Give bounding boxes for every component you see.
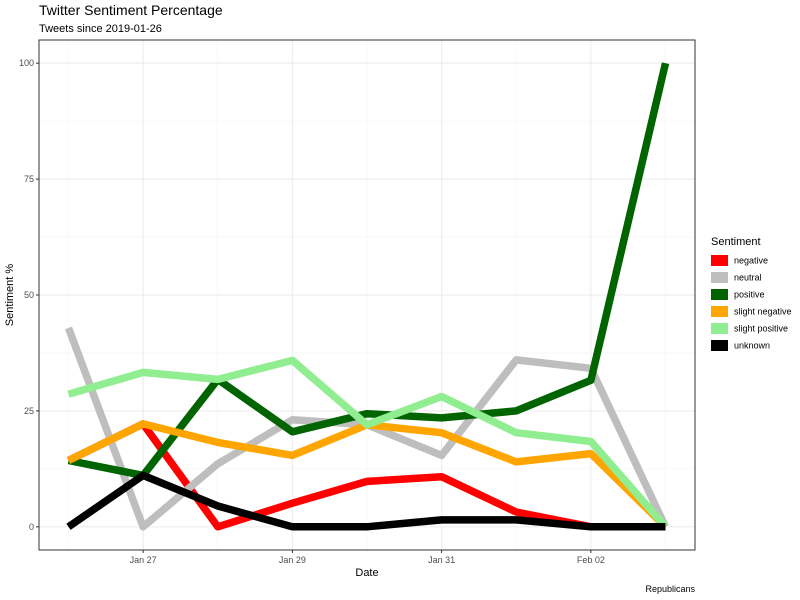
series-line-slight-positive bbox=[67, 356, 669, 530]
chart-caption: Republicans bbox=[645, 584, 695, 594]
legend-label-slight-positive: slight positive bbox=[734, 324, 788, 334]
x-tick-label: Feb 02 bbox=[577, 555, 605, 565]
series-lines bbox=[64, 62, 670, 531]
chart-subtitle: Tweets since 2019-01-26 bbox=[39, 23, 162, 35]
x-tick-label: Jan 27 bbox=[130, 555, 157, 565]
legend-label-unknown: unknown bbox=[734, 341, 770, 351]
x-axis: Jan 27 Jan 29 Jan 31 Feb 02 bbox=[130, 550, 605, 565]
y-tick-label: 100 bbox=[19, 58, 34, 68]
y-axis-title: Sentiment % bbox=[4, 264, 16, 327]
legend-swatch-slight-negative bbox=[711, 306, 728, 317]
legend-label-neutral: neutral bbox=[734, 273, 762, 283]
x-axis-title: Date bbox=[355, 567, 378, 579]
legend-label-slight-negative: slight negative bbox=[734, 307, 792, 317]
series-line-positive bbox=[67, 62, 670, 480]
legend-swatch-unknown bbox=[711, 340, 728, 351]
chart-title: Twitter Sentiment Percentage bbox=[39, 2, 223, 18]
y-tick-label: 50 bbox=[24, 290, 34, 300]
legend-label-negative: negative bbox=[734, 256, 768, 266]
legend-swatch-neutral bbox=[711, 272, 728, 283]
x-tick-label: Jan 31 bbox=[428, 555, 455, 565]
legend-title: Sentiment bbox=[711, 236, 761, 248]
y-tick-label: 25 bbox=[24, 406, 34, 416]
legend: Sentiment negative neutral positive slight … bbox=[711, 236, 792, 351]
legend-swatch-slight-positive bbox=[711, 323, 728, 334]
series-line-unknown bbox=[66, 471, 666, 531]
y-tick-label: 75 bbox=[24, 174, 34, 184]
y-tick-label: 0 bbox=[29, 522, 34, 532]
legend-swatch-negative bbox=[711, 255, 728, 266]
x-tick-label: Jan 29 bbox=[279, 555, 306, 565]
y-axis: 0 25 50 75 100 bbox=[19, 58, 39, 532]
legend-label-positive: positive bbox=[734, 290, 765, 300]
legend-swatch-positive bbox=[711, 289, 728, 300]
